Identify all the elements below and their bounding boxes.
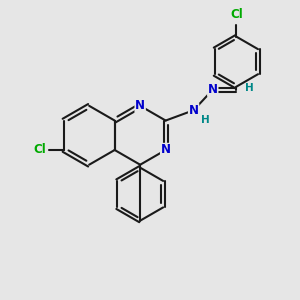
Text: N: N: [208, 83, 218, 96]
Text: H: H: [244, 83, 253, 93]
Text: N: N: [161, 143, 171, 157]
Text: H: H: [201, 115, 210, 125]
Text: Cl: Cl: [34, 143, 46, 157]
Text: N: N: [189, 104, 199, 117]
Text: N: N: [135, 99, 145, 112]
Text: Cl: Cl: [230, 8, 243, 21]
